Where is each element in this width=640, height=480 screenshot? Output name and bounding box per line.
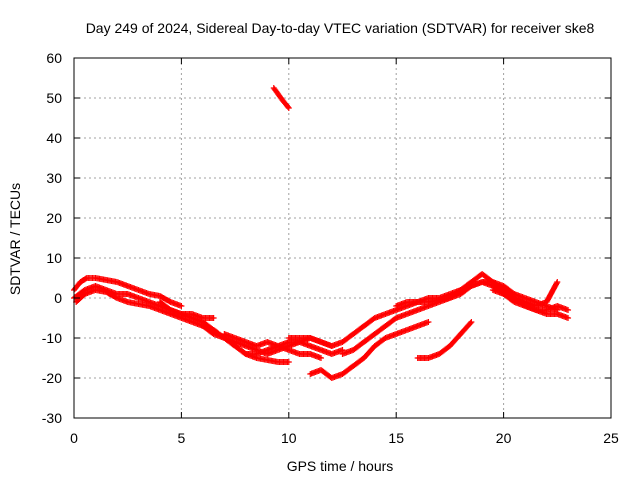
y-tick-label: 10 bbox=[46, 250, 62, 266]
x-axis-label: GPS time / hours bbox=[287, 458, 394, 474]
data-point-trail bbox=[222, 335, 237, 349]
axis-ticks bbox=[73, 57, 612, 419]
data-point bbox=[210, 315, 217, 321]
series-track-5 bbox=[199, 323, 292, 365]
data-point-trail bbox=[233, 343, 248, 357]
x-tick-label: 0 bbox=[70, 430, 78, 446]
data-point bbox=[565, 307, 572, 313]
data-point bbox=[565, 315, 572, 321]
series-track-13 bbox=[270, 85, 292, 111]
x-tick-label: 15 bbox=[388, 430, 404, 446]
data-point-trail bbox=[362, 331, 377, 345]
data-point-trail bbox=[372, 335, 388, 349]
data-point-trail bbox=[158, 293, 173, 305]
series-track-12 bbox=[489, 279, 561, 309]
data-point-trail bbox=[491, 279, 506, 293]
data-point-trail bbox=[544, 280, 560, 304]
series-track-6 bbox=[221, 331, 325, 361]
y-tick-label: -30 bbox=[42, 410, 62, 426]
data-point-trail bbox=[447, 332, 463, 348]
chart-grid bbox=[74, 58, 611, 418]
data-point-trail bbox=[351, 323, 366, 337]
y-tick-label: 20 bbox=[46, 210, 62, 226]
data-point-trail bbox=[501, 283, 517, 297]
y-tick-label: 30 bbox=[46, 170, 62, 186]
data-point-trail bbox=[351, 339, 366, 353]
data-point-trail bbox=[280, 98, 291, 110]
data-point bbox=[318, 355, 325, 361]
data-point-trail bbox=[104, 289, 119, 301]
data-point bbox=[285, 105, 292, 111]
y-tick-label: -10 bbox=[42, 330, 62, 346]
series-track-9 bbox=[307, 319, 432, 381]
data-point-trail bbox=[201, 319, 216, 333]
data-point-trail bbox=[74, 292, 87, 304]
data-point-trail bbox=[340, 331, 356, 345]
y-tick-label: -20 bbox=[42, 370, 62, 386]
data-point bbox=[285, 359, 292, 365]
chart-title: Day 249 of 2024, Sidereal Day-to-day VTE… bbox=[86, 20, 595, 36]
y-tick-label: 50 bbox=[46, 90, 62, 106]
x-tick-label: 5 bbox=[178, 430, 186, 446]
data-point-trail bbox=[72, 287, 87, 301]
y-tick-label: 60 bbox=[46, 50, 62, 66]
x-tick-label: 25 bbox=[603, 430, 619, 446]
data-point-trail bbox=[383, 315, 399, 329]
data-point-trail bbox=[340, 363, 356, 377]
data-point bbox=[468, 319, 475, 325]
data-point-trail bbox=[437, 343, 452, 357]
data-point bbox=[554, 279, 561, 285]
tick-labels: 0 5 10 15 20 25 -30 -20 -10 0 10 20 30 40 50 60 bbox=[42, 50, 619, 446]
y-axis-label: SDTVAR / TECUs bbox=[7, 183, 23, 295]
data-point-trail bbox=[372, 323, 388, 337]
plot-frame bbox=[73, 57, 612, 419]
data-point-trail bbox=[361, 344, 377, 360]
series-track-10 bbox=[393, 279, 572, 313]
data-point-trail bbox=[71, 280, 83, 292]
data-point-trail bbox=[362, 315, 377, 329]
series-track-11 bbox=[414, 319, 475, 361]
data-point-trail bbox=[275, 92, 285, 102]
data-point-trail bbox=[458, 320, 474, 336]
data-point bbox=[425, 319, 432, 325]
data-point-trail bbox=[78, 275, 89, 285]
y-tick-label: 0 bbox=[54, 290, 62, 306]
data-points bbox=[71, 85, 572, 381]
data-point-trail bbox=[158, 299, 173, 313]
data-point bbox=[178, 303, 185, 309]
x-tick-label: 10 bbox=[281, 430, 297, 446]
y-tick-label: 40 bbox=[46, 130, 62, 146]
data-point-trail bbox=[351, 355, 366, 369]
data-point-trail bbox=[201, 323, 216, 337]
data-point-trail bbox=[271, 86, 281, 96]
x-tick-label: 20 bbox=[496, 430, 512, 446]
